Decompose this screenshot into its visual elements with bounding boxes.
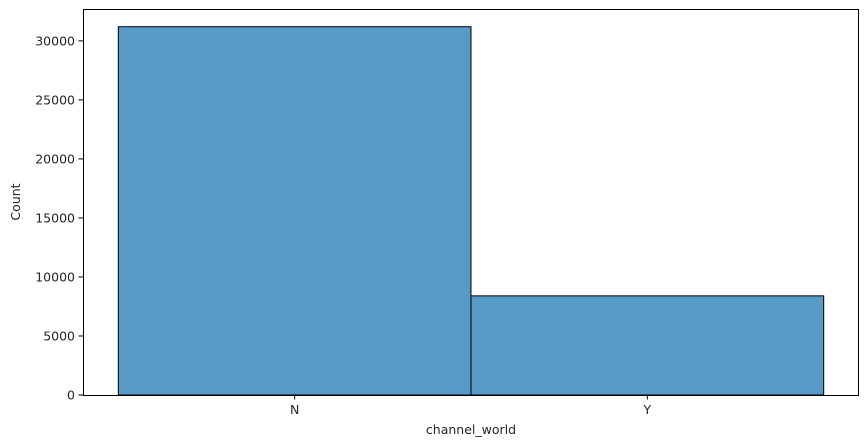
y-axis-label: Count bbox=[8, 183, 23, 220]
x-axis-label: channel_world bbox=[426, 422, 516, 437]
bar-n bbox=[117, 26, 472, 396]
y-tick-label: 20000 bbox=[35, 151, 75, 166]
x-tick-label: N bbox=[290, 402, 299, 417]
y-tick-label: 10000 bbox=[35, 269, 75, 284]
x-tick-label: Y bbox=[643, 402, 652, 417]
y-tick-label: 15000 bbox=[35, 210, 75, 225]
y-tick-label: 5000 bbox=[43, 328, 75, 343]
plot-frame bbox=[83, 9, 859, 396]
y-tick-label: 25000 bbox=[35, 92, 75, 107]
bar-y bbox=[470, 295, 825, 396]
y-tick-label: 0 bbox=[67, 388, 75, 403]
y-tick-label: 30000 bbox=[35, 33, 75, 48]
y-axis: 0 5000 10000 15000 20000 25000 30000 bbox=[35, 33, 83, 403]
bars-group bbox=[117, 26, 825, 396]
